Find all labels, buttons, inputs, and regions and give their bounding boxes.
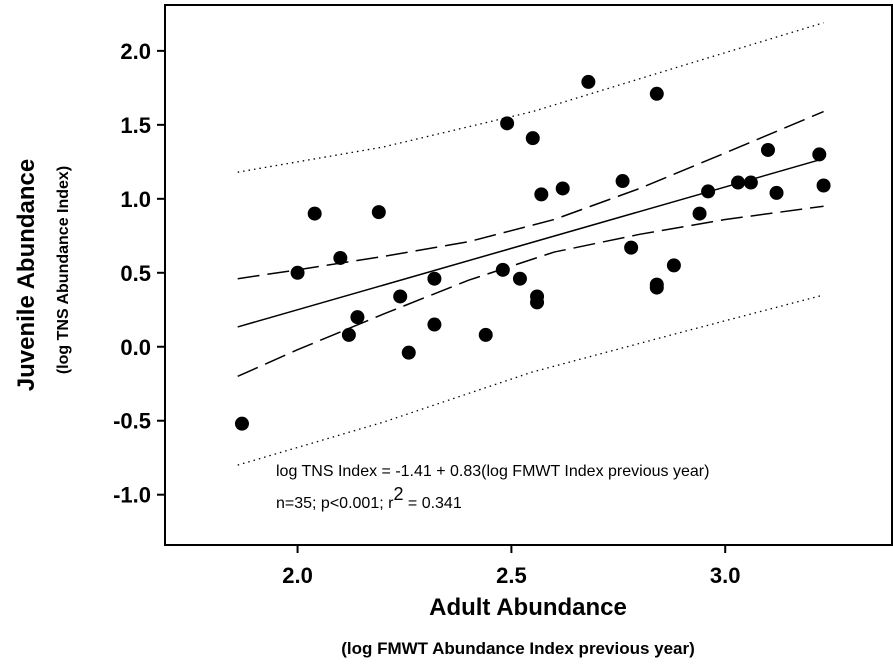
- equation-annotation: log TNS Index = -1.41 + 0.83(log FMWT In…: [276, 463, 709, 480]
- data-point: [581, 74, 596, 89]
- data-point: [649, 280, 664, 295]
- data-point: [731, 175, 746, 190]
- stats-annotation: n=35; p<0.001; r2 = 0.341: [276, 484, 462, 512]
- data-point: [427, 271, 442, 286]
- data-point: [530, 295, 545, 310]
- data-point: [555, 181, 570, 196]
- data-point: [512, 271, 527, 286]
- data-point: [534, 187, 549, 202]
- data-point: [812, 147, 827, 162]
- fit-line: [237, 205, 824, 378]
- data-point: [393, 289, 408, 304]
- data-point: [615, 174, 630, 189]
- data-point: [816, 178, 831, 193]
- data-point: [427, 317, 442, 332]
- data-point: [341, 327, 356, 342]
- data-point: [666, 258, 681, 273]
- y-tick-label: -1.0: [113, 483, 151, 508]
- data-point: [234, 416, 249, 431]
- fit-line: [237, 110, 824, 280]
- plot-frame: [164, 4, 893, 546]
- y-tick-label: 1.5: [120, 113, 151, 138]
- data-point: [290, 265, 305, 280]
- data-point: [649, 86, 664, 101]
- fit-line: [237, 157, 824, 328]
- data-point: [307, 206, 322, 221]
- data-point: [500, 116, 515, 131]
- x-tick-label: 2.5: [496, 563, 527, 588]
- data-point: [701, 184, 716, 199]
- x-tick-label: 3.0: [710, 563, 741, 588]
- x-axis-title: Adult Abundance: [429, 594, 627, 621]
- data-point: [769, 185, 784, 200]
- stats-superscript: 2: [393, 484, 403, 504]
- x-axis-subtitle: (log FMWT Abundance Index previous year): [341, 639, 695, 658]
- fit-line: [237, 294, 824, 466]
- y-tick-label: 0.0: [120, 335, 151, 360]
- data-point: [495, 262, 510, 277]
- data-point: [401, 345, 416, 360]
- x-tick-label: 2.0: [282, 563, 313, 588]
- data-point: [743, 175, 758, 190]
- data-point: [371, 205, 386, 220]
- data-point: [692, 206, 707, 221]
- y-tick-label: 1.0: [120, 187, 151, 212]
- data-point: [333, 250, 348, 265]
- stats-text: = 0.341: [403, 495, 461, 512]
- data-point: [525, 131, 540, 146]
- stats-text: n=35; p<0.001; r: [276, 495, 394, 512]
- y-tick-label: -0.5: [113, 409, 151, 434]
- y-axis-title: Juvenile Abundance: [13, 159, 40, 392]
- data-point: [760, 142, 775, 157]
- y-tick-label: 0.5: [120, 261, 151, 286]
- data-point: [350, 310, 365, 325]
- y-axis-subtitle: (log TNS Abundance Index): [55, 166, 72, 374]
- y-tick-label: 2.0: [120, 39, 151, 64]
- data-point: [624, 240, 639, 255]
- data-point: [478, 327, 493, 342]
- fit-line: [237, 22, 824, 173]
